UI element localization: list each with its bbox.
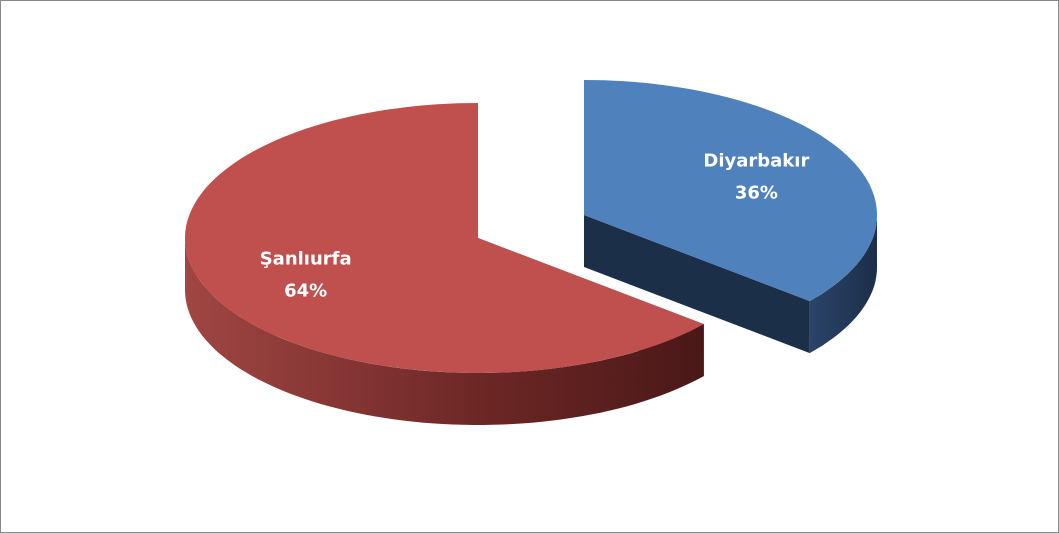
slice-side — [584, 215, 810, 354]
slice — [185, 103, 704, 373]
slice-wall — [809, 215, 877, 354]
slice — [584, 80, 877, 302]
slice-value-label: 36% — [735, 183, 778, 204]
slice-label: Diyarbakır — [703, 151, 809, 172]
slice-wall — [185, 238, 704, 425]
slice-label: Şanlıurfa — [260, 248, 352, 269]
slice-value-label: 64% — [284, 280, 327, 301]
